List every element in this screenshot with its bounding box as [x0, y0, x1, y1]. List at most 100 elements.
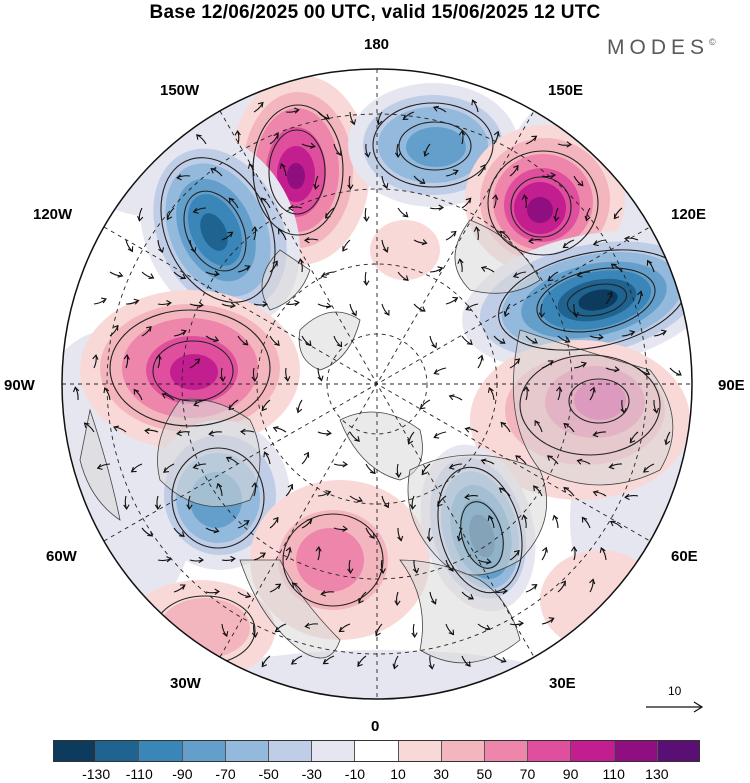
wind-arrowhead — [198, 556, 205, 564]
colorbar-segment — [269, 740, 313, 762]
wind-arrowhead — [421, 469, 428, 476]
wind-arrowhead — [245, 592, 252, 599]
wind-arrowhead — [230, 555, 236, 563]
wind-arrowhead — [163, 467, 169, 473]
wind-arrowhead — [534, 420, 540, 426]
wind-arrowhead — [279, 162, 286, 169]
wind-arrowhead — [528, 237, 534, 244]
wind-arrowhead — [452, 169, 459, 176]
wind-arrowhead — [154, 504, 162, 511]
colorbar-segment — [441, 740, 486, 762]
wind-arrowhead — [336, 341, 343, 348]
wind-arrowhead — [357, 496, 363, 503]
wind-arrowhead — [144, 427, 150, 435]
wind-arrowhead — [598, 333, 604, 341]
wind-arrowhead — [382, 183, 389, 189]
wind-arrowhead — [500, 657, 507, 663]
wind-arrowhead — [676, 370, 682, 376]
wind-arrowhead — [214, 588, 221, 595]
wind-arrowhead — [96, 463, 103, 470]
wind-arrowhead — [296, 407, 303, 414]
wind-arrowhead — [480, 265, 487, 272]
wind-arrowhead — [383, 502, 390, 509]
colorbar-tick-label: -10 — [344, 766, 366, 782]
wind-arrowhead — [72, 386, 80, 393]
wind-arrowhead — [338, 626, 345, 633]
wind-arrowhead — [592, 240, 599, 247]
wind-arrowhead — [485, 558, 492, 565]
wind-arrowhead — [473, 226, 481, 232]
wind-arrowhead — [584, 215, 591, 222]
positive-anomaly-s — [250, 480, 430, 640]
wind-arrowhead — [180, 273, 187, 280]
wind-arrowhead — [411, 632, 418, 639]
wind-arrowhead — [428, 663, 435, 670]
lon-label-30w: 30W — [170, 675, 201, 692]
wind-arrowhead — [309, 142, 316, 149]
wind-arrowhead — [499, 338, 506, 344]
wind-arrowhead — [320, 272, 327, 279]
wind-arrowhead — [257, 101, 264, 108]
wind-arrowhead — [287, 483, 294, 490]
wind-arrowhead — [531, 584, 538, 590]
wind-arrowhead — [137, 215, 144, 222]
wind-arrowhead — [101, 297, 107, 304]
wind-arrowhead — [278, 228, 284, 235]
wind-arrowhead — [394, 600, 401, 607]
wind-arrowhead — [347, 568, 354, 575]
wind-arrowhead — [500, 421, 507, 428]
colorbar-tick-label: 70 — [519, 766, 536, 782]
wind-arrowhead — [607, 291, 613, 298]
map-border — [61, 68, 693, 700]
wind-arrowhead — [448, 463, 455, 470]
colorbar-tick-label: -30 — [301, 766, 322, 782]
wind-arrowhead — [304, 622, 311, 629]
wind-arrowhead — [450, 230, 457, 237]
colorbar-tick-label: -130 — [82, 766, 111, 782]
wind-arrowhead — [274, 626, 281, 633]
wind-arrowhead — [192, 463, 199, 470]
brand-name: MODES — [607, 36, 710, 59]
wind-arrowhead — [542, 546, 548, 553]
wind-arrowhead — [324, 113, 330, 120]
wind-arrowhead — [566, 141, 573, 148]
lon-label-90w: 90W — [4, 377, 35, 394]
colorbar-segment — [139, 740, 183, 762]
wind-arrowhead — [493, 130, 500, 137]
wind-arrowhead — [342, 461, 349, 468]
wind-arrowhead — [581, 361, 587, 368]
wind-arrowhead — [219, 376, 226, 383]
wind-arrowhead — [423, 150, 430, 157]
wind-arrowhead — [285, 546, 292, 553]
positive-anomaly-ssw — [125, 580, 275, 680]
wind-arrowhead — [499, 230, 506, 237]
wind-arrowhead — [550, 172, 557, 179]
colorbar-segment — [485, 740, 529, 762]
wind-arrowhead — [113, 324, 119, 331]
wind-arrowhead — [176, 174, 182, 181]
wind-arrowhead — [392, 663, 399, 670]
colorbar — [53, 740, 701, 762]
reference-vector-label: 10 — [668, 684, 682, 698]
wind-arrowhead — [487, 514, 494, 521]
wind-arrowhead — [547, 360, 554, 366]
colorbar-segment — [571, 740, 615, 762]
wind-arrowhead — [198, 301, 204, 308]
wind-arrowhead — [251, 376, 258, 383]
wind-arrowhead — [452, 296, 459, 303]
wind-arrowhead — [284, 376, 291, 382]
colorbar-tick-label: 130 — [645, 766, 669, 782]
wind-arrowhead — [251, 481, 258, 488]
wind-arrowhead — [342, 245, 348, 252]
wind-arrowhead — [432, 105, 439, 112]
wind-arrowhead — [342, 525, 349, 532]
reference-vector-arrow — [646, 701, 704, 713]
wind-arrowhead — [614, 366, 620, 373]
wind-arrowhead — [465, 661, 471, 667]
wind-arrowhead — [518, 620, 525, 627]
wind-arrowhead — [369, 533, 375, 540]
wind-arrowhead — [369, 468, 376, 475]
wind-arrowhead — [293, 107, 300, 114]
colorbar-segment — [657, 740, 701, 762]
